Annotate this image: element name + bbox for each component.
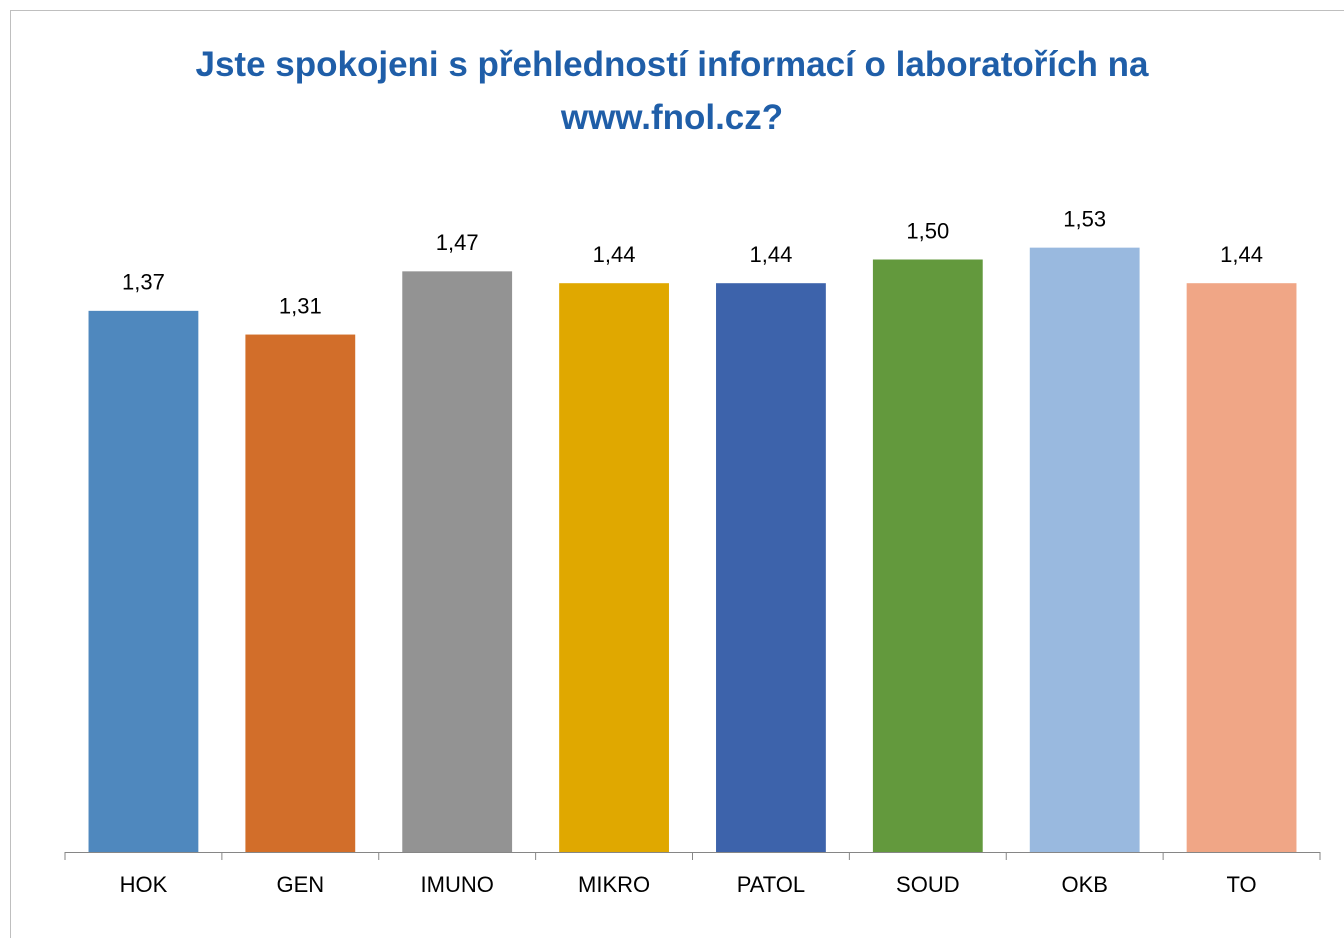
chart-title: Jste spokojeni s přehledností informací … bbox=[195, 45, 1149, 137]
bar bbox=[402, 271, 513, 853]
bar bbox=[1186, 283, 1297, 852]
data-label: 1,53 bbox=[1063, 206, 1106, 231]
x-tick-label: PATOL bbox=[737, 872, 805, 897]
x-tick-label: OKB bbox=[1061, 872, 1107, 897]
bar bbox=[559, 283, 669, 852]
x-tick-label: MIKRO bbox=[578, 872, 650, 897]
data-label: 1,50 bbox=[906, 218, 949, 243]
x-tick-label: TO bbox=[1226, 872, 1256, 897]
data-label: 1,37 bbox=[122, 270, 165, 295]
x-tick-label: IMUNO bbox=[421, 872, 494, 897]
data-label: 1,31 bbox=[279, 293, 322, 318]
x-tick-label: SOUD bbox=[896, 872, 960, 897]
bar bbox=[88, 310, 199, 853]
x-tick-label: GEN bbox=[276, 872, 324, 897]
data-label: 1,44 bbox=[750, 242, 793, 267]
bar bbox=[1029, 247, 1140, 852]
bar bbox=[872, 259, 983, 852]
bar bbox=[716, 283, 826, 852]
x-tick-label: HOK bbox=[120, 872, 168, 897]
data-label: 1,47 bbox=[436, 230, 479, 255]
bar bbox=[245, 334, 356, 852]
data-label: 1,44 bbox=[1220, 242, 1263, 267]
chart-border bbox=[10, 10, 1344, 938]
data-label: 1,44 bbox=[593, 242, 636, 267]
